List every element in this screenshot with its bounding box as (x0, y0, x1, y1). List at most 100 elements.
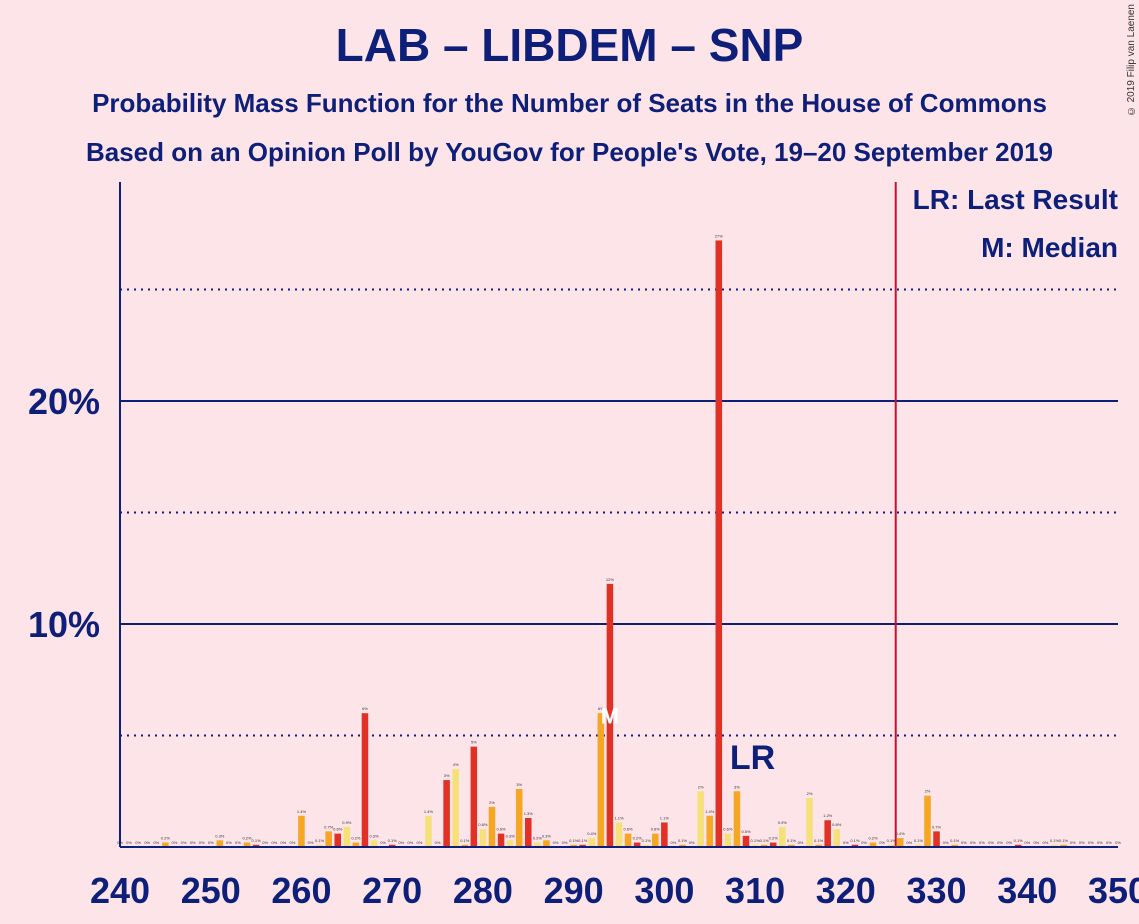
bar-value-label: 0% (961, 840, 967, 845)
bar-value-label: 0% (262, 840, 268, 845)
bar (951, 844, 958, 847)
bar-value-label: 3% (734, 784, 740, 789)
bar-value-label: 0.3% (215, 833, 225, 838)
bar-value-label: 0% (843, 840, 849, 845)
bar-value-label: 0% (988, 840, 994, 845)
bar (606, 583, 614, 847)
bar-value-label: 0% (1033, 840, 1039, 845)
bar-value-label: 0.1% (887, 838, 897, 843)
bar (661, 822, 668, 847)
bar-value-label: 0% (308, 840, 314, 845)
bar (715, 240, 723, 847)
chart-subtitle: Probability Mass Function for the Number… (92, 88, 1047, 118)
bar-value-label: 0.1% (252, 838, 262, 843)
bar-value-label: 1.1% (660, 815, 670, 820)
bar-value-label: 0.3% (542, 833, 552, 838)
bar-value-label: 1.1% (614, 815, 624, 820)
bar-value-label: 0.2% (533, 836, 543, 841)
bar-value-label: 0% (970, 840, 976, 845)
bar-value-label: 0% (135, 840, 141, 845)
bar-value-label: 0.1% (850, 838, 860, 843)
bar-value-label: 0% (153, 840, 159, 845)
bar (352, 842, 360, 847)
median-marker: M (601, 703, 619, 728)
bar-value-label: 0% (380, 840, 386, 845)
bar-value-label: 3% (444, 773, 450, 778)
bar-value-label: 0.1% (1014, 838, 1024, 843)
bar (443, 780, 450, 847)
bar (388, 844, 396, 847)
bar-value-label: 0% (435, 840, 441, 845)
bar-value-label: 0% (144, 840, 150, 845)
bar-value-label: 0.4% (896, 831, 906, 836)
bar (515, 789, 523, 847)
bar (1014, 844, 1022, 847)
bar-value-label: 0% (997, 840, 1003, 845)
bar (887, 844, 895, 847)
x-tick-label: 260 (271, 870, 331, 911)
bar (543, 840, 550, 847)
bar (316, 844, 323, 847)
chart-source: Based on an Opinion Poll by YouGov for P… (85, 137, 1053, 167)
bar (633, 842, 641, 847)
bar-value-label: 0.3% (369, 833, 379, 838)
bar (461, 844, 469, 847)
bar (896, 838, 904, 847)
bar-value-label: 0% (181, 840, 187, 845)
bar-value-label: 0.6% (333, 827, 343, 832)
bar-value-label: 0.1% (569, 838, 579, 843)
bar (788, 844, 795, 847)
x-tick-label: 320 (816, 870, 876, 911)
bar-value-label: 0.1% (950, 838, 960, 843)
bar-value-label: 0% (199, 840, 205, 845)
bar (525, 818, 532, 847)
bar (216, 840, 224, 847)
bar (760, 844, 768, 847)
bar-value-label: 0% (1070, 840, 1076, 845)
bar-value-label: 0.5% (741, 829, 751, 834)
bar-value-label: 0.1% (1050, 838, 1060, 843)
bar-value-label: 0.1% (1059, 838, 1069, 843)
bar-value-label: 0.9% (778, 820, 788, 825)
bar (751, 844, 759, 847)
bar-value-label: 0% (906, 840, 912, 845)
bar-value-label: 0% (208, 840, 214, 845)
bar-value-label: 1.4% (705, 809, 715, 814)
bar-value-label: 0.6% (624, 827, 634, 832)
bar (806, 797, 813, 847)
bar-value-label: 3% (516, 782, 522, 787)
bar (370, 840, 378, 847)
bar-value-label: 0.1% (760, 838, 770, 843)
bar-value-label: 0.1% (642, 838, 652, 843)
bar-value-label: 0.1% (460, 838, 470, 843)
chart-title: LAB – LIBDEM – SNP (335, 19, 804, 71)
bar (570, 844, 577, 847)
bar (924, 795, 931, 847)
bar-value-label: 0.1% (914, 838, 924, 843)
bar (769, 842, 777, 847)
bar-value-label: 0.1% (388, 838, 398, 843)
bar-value-label: 0% (562, 840, 568, 845)
bar-value-label: 4% (453, 762, 459, 767)
bar-value-label: 0.1% (315, 838, 325, 843)
bar (162, 842, 169, 847)
bar-value-label: 2% (698, 784, 704, 789)
x-tick-label: 300 (634, 870, 694, 911)
bar (724, 833, 732, 847)
bar (452, 768, 459, 847)
bar-value-label: 1.3% (524, 811, 534, 816)
bar (588, 838, 596, 847)
last-result-marker: LR (730, 739, 775, 777)
bar (1060, 844, 1067, 847)
bar-value-label: 0.3% (506, 833, 516, 838)
bar (479, 829, 487, 847)
bar-value-label: 0% (798, 840, 804, 845)
x-tick-label: 290 (544, 870, 604, 911)
bar (506, 840, 514, 847)
bar-value-label: 0% (1088, 840, 1094, 845)
bar (624, 833, 632, 847)
y-tick-label: 20% (28, 381, 100, 422)
bar-value-label: 0.4% (587, 831, 597, 836)
bar (833, 829, 841, 847)
x-tick-label: 270 (362, 870, 422, 911)
